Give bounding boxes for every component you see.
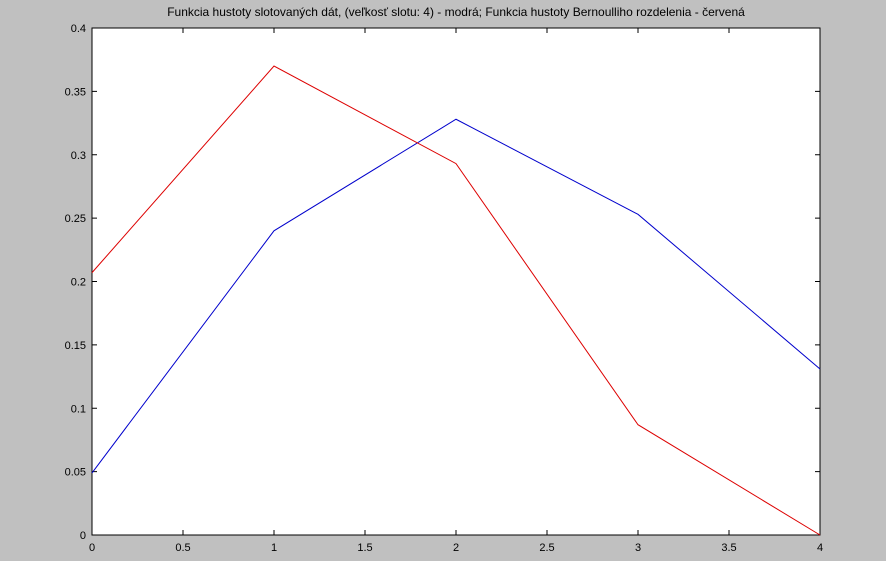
y-tick-label: 0.3	[71, 150, 86, 162]
x-tick-label: 3.5	[721, 542, 736, 554]
y-tick-label: 0.25	[65, 213, 86, 225]
series-lines	[91, 65, 821, 536]
x-tick-label: 4	[817, 542, 823, 554]
x-tick-label: 0.5	[175, 542, 190, 554]
chart-title: Funkcia hustoty slotovaných dát, (veľkos…	[167, 5, 745, 19]
x-tick-label: 0	[89, 542, 95, 554]
y-tick-label: 0.35	[65, 86, 86, 98]
x-axis-tick-labels: 0 0.5 1 1.5 2 2.5 3 3.5 4	[89, 542, 823, 554]
plot-area	[91, 27, 821, 536]
y-tick-label: 0.1	[71, 403, 86, 415]
y-tick-label: 0.15	[65, 340, 86, 352]
series-line-0	[91, 118, 821, 474]
x-tick-label: 1	[271, 542, 277, 554]
axis-ticks	[91, 27, 821, 536]
x-tick-label: 1.5	[357, 542, 372, 554]
series-line-1	[91, 65, 821, 536]
y-tick-label: 0.2	[71, 277, 86, 289]
y-axis-tick-labels: 0 0.05 0.1 0.15 0.2 0.25 0.3 0.35 0.4	[65, 23, 86, 542]
x-tick-label: 2	[453, 542, 459, 554]
x-tick-label: 2.5	[539, 542, 554, 554]
y-tick-label: 0.4	[71, 23, 86, 35]
y-tick-label: 0	[80, 530, 86, 542]
x-tick-label: 3	[635, 542, 641, 554]
y-tick-label: 0.05	[65, 467, 86, 479]
